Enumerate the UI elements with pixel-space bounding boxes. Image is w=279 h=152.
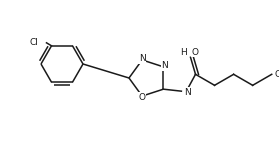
Text: O: O bbox=[191, 48, 199, 57]
Text: H: H bbox=[180, 48, 187, 57]
Text: N: N bbox=[184, 88, 191, 97]
Text: Cl: Cl bbox=[30, 38, 39, 47]
Text: O: O bbox=[139, 93, 146, 102]
Text: N: N bbox=[161, 61, 168, 70]
Text: Cl: Cl bbox=[275, 70, 279, 79]
Text: N: N bbox=[139, 54, 146, 63]
